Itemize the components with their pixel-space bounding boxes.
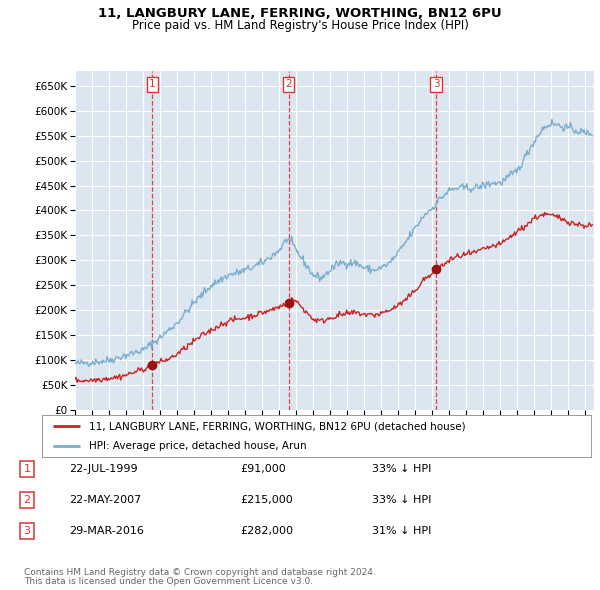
Text: 3: 3 <box>23 526 31 536</box>
Text: 3: 3 <box>433 79 440 89</box>
Text: HPI: Average price, detached house, Arun: HPI: Average price, detached house, Arun <box>89 441 306 451</box>
Text: 1: 1 <box>23 464 31 474</box>
Text: 29-MAR-2016: 29-MAR-2016 <box>69 526 144 536</box>
Text: 33% ↓ HPI: 33% ↓ HPI <box>372 464 431 474</box>
Text: £215,000: £215,000 <box>240 495 293 505</box>
Text: 1: 1 <box>149 79 156 89</box>
Text: This data is licensed under the Open Government Licence v3.0.: This data is licensed under the Open Gov… <box>24 578 313 586</box>
Text: 31% ↓ HPI: 31% ↓ HPI <box>372 526 431 536</box>
Text: Contains HM Land Registry data © Crown copyright and database right 2024.: Contains HM Land Registry data © Crown c… <box>24 568 376 577</box>
Text: 33% ↓ HPI: 33% ↓ HPI <box>372 495 431 505</box>
Text: 22-MAY-2007: 22-MAY-2007 <box>69 495 141 505</box>
Text: £91,000: £91,000 <box>240 464 286 474</box>
Text: 2: 2 <box>23 495 31 505</box>
Text: 11, LANGBURY LANE, FERRING, WORTHING, BN12 6PU: 11, LANGBURY LANE, FERRING, WORTHING, BN… <box>98 7 502 20</box>
Text: £282,000: £282,000 <box>240 526 293 536</box>
Text: 2: 2 <box>285 79 292 89</box>
Text: Price paid vs. HM Land Registry's House Price Index (HPI): Price paid vs. HM Land Registry's House … <box>131 19 469 32</box>
Text: 22-JUL-1999: 22-JUL-1999 <box>69 464 137 474</box>
Text: 11, LANGBURY LANE, FERRING, WORTHING, BN12 6PU (detached house): 11, LANGBURY LANE, FERRING, WORTHING, BN… <box>89 421 465 431</box>
